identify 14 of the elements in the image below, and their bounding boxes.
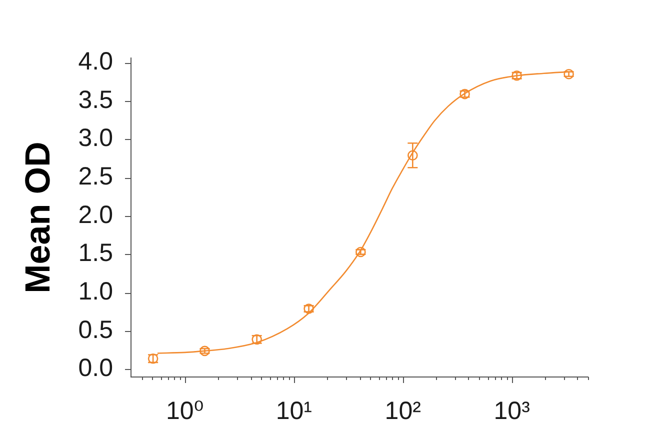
y-tick-label: 1.0 bbox=[78, 278, 113, 306]
x-tick-label: 10¹ bbox=[276, 396, 312, 425]
y-tick-label: 1.5 bbox=[78, 239, 113, 268]
y-axis-title: Mean OD bbox=[18, 142, 58, 294]
y-tick-label: 2.0 bbox=[78, 200, 113, 229]
y-tick-label: 0.0 bbox=[78, 354, 113, 382]
y-tick-label: 3.5 bbox=[78, 86, 113, 114]
y-tick-label: 2.5 bbox=[78, 162, 113, 191]
x-tick-label: 10² bbox=[384, 396, 421, 425]
x-tick-label: 10⁰ bbox=[166, 396, 204, 425]
y-tick-label: 4.0 bbox=[78, 47, 113, 76]
y-tick-label: 0.5 bbox=[78, 316, 113, 344]
y-tick-label: 3.0 bbox=[78, 124, 113, 152]
x-tick-label: 10³ bbox=[494, 396, 530, 425]
